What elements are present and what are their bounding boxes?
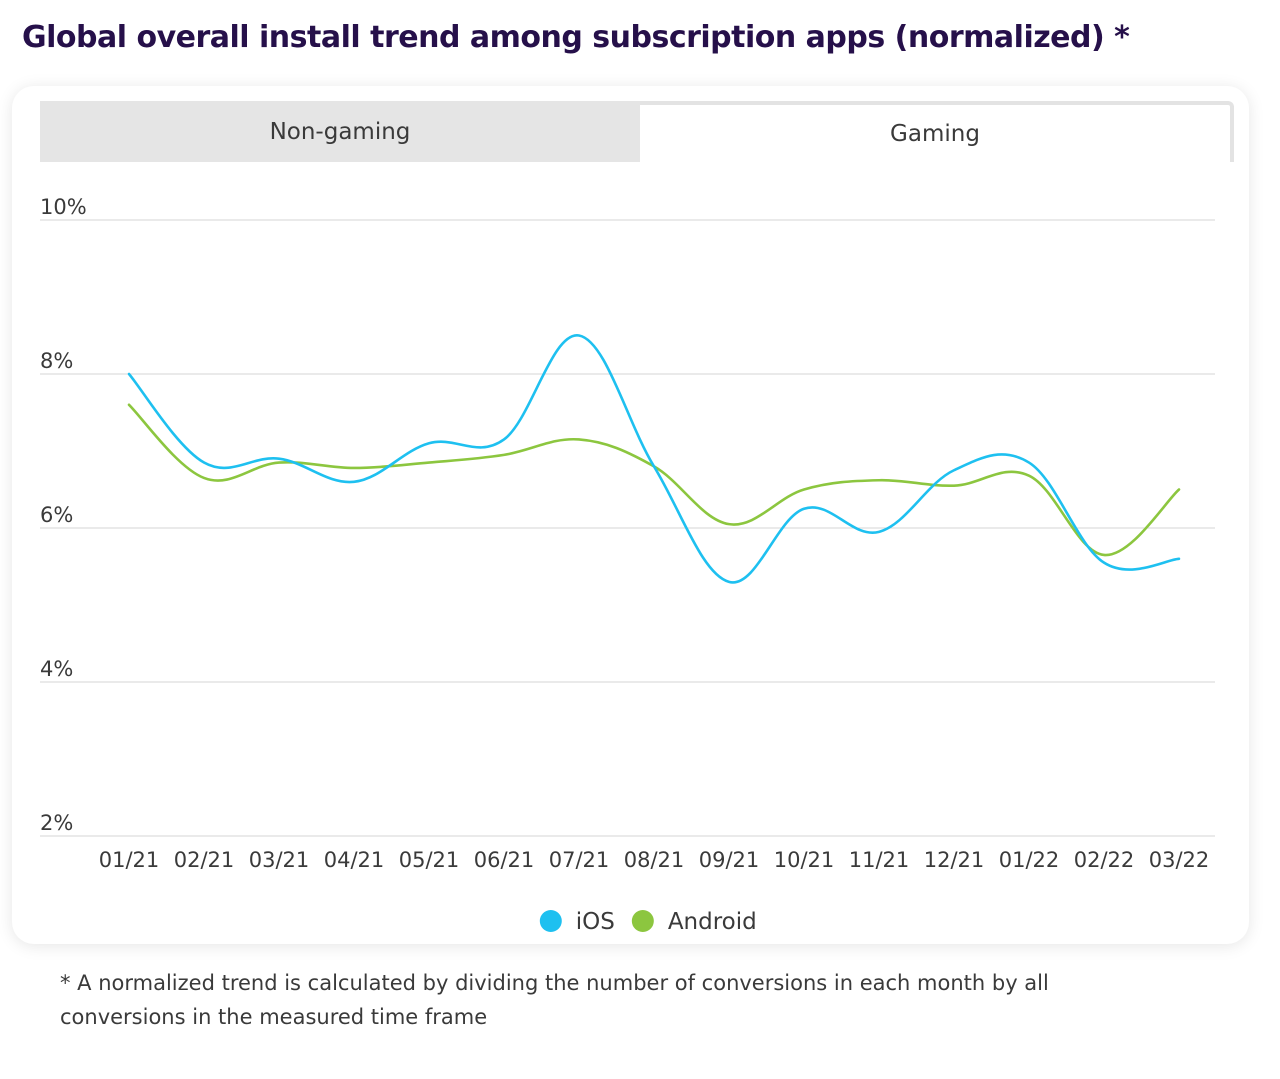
x-tick-label: 01/22 xyxy=(999,848,1060,872)
page-title: Global overall install trend among subsc… xyxy=(22,20,1130,55)
x-tick-label: 07/21 xyxy=(549,848,610,872)
chart-card: Non-gaming Gaming 2% 4% 6% 8% 10% 01/21 02/21 0… xyxy=(12,86,1249,944)
x-tick-label: 06/21 xyxy=(474,848,535,872)
x-tick-label: 08/21 xyxy=(624,848,685,872)
x-tick-label: 03/21 xyxy=(249,848,310,872)
line-chart: 2% 4% 6% 8% 10% 01/21 02/21 03/21 04/21 05/21 06/2… xyxy=(40,195,1215,935)
x-tick-label: 11/21 xyxy=(849,848,910,872)
tab-gaming[interactable]: Gaming xyxy=(640,101,1234,162)
legend-marker-android xyxy=(631,910,654,932)
y-tick-label: 6% xyxy=(40,503,73,527)
x-tick-label: 05/21 xyxy=(399,848,460,872)
x-tick-label: 01/21 xyxy=(99,848,160,872)
y-tick-label: 2% xyxy=(40,811,73,835)
legend-label-ios: iOS xyxy=(576,909,615,935)
series-line-ios xyxy=(127,334,1181,584)
tab-non-gaming[interactable]: Non-gaming xyxy=(40,101,640,162)
tab-bar: Non-gaming Gaming xyxy=(40,101,1234,162)
x-tick-label: 03/22 xyxy=(1149,848,1210,872)
x-tick-label: 12/21 xyxy=(924,848,985,872)
x-tick-label: 02/22 xyxy=(1074,848,1135,872)
y-tick-label: 4% xyxy=(40,657,73,681)
x-tick-label: 02/21 xyxy=(174,848,235,872)
x-tick-label: 04/21 xyxy=(324,848,385,872)
y-tick-label: 8% xyxy=(40,349,73,373)
series-line-android xyxy=(127,403,1181,557)
x-tick-label: 09/21 xyxy=(699,848,760,872)
footnote: * A normalized trend is calculated by di… xyxy=(60,971,1049,1029)
legend-label-android: Android xyxy=(668,909,757,935)
y-tick-label: 10% xyxy=(40,195,87,219)
legend-marker-ios xyxy=(539,910,562,932)
x-tick-label: 10/21 xyxy=(774,848,835,872)
